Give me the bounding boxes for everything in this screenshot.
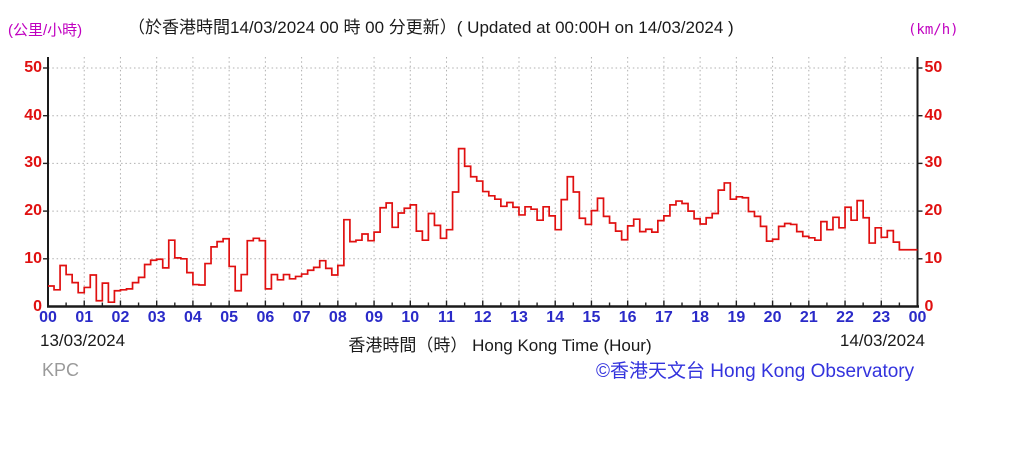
x-axis-title: 香港時間（時） Hong Kong Time (Hour)	[348, 336, 652, 355]
date-label-end: 14/03/2024	[839, 331, 925, 350]
station-code: KPC	[42, 360, 80, 380]
copyright-notice: ©香港天文台 Hong Kong Observatory	[596, 361, 915, 382]
date-label-start: 13/03/2024	[40, 331, 126, 350]
y-unit-label-right: (km/h)	[908, 22, 959, 38]
y-unit-label-left: (公里/小時)	[8, 22, 83, 39]
update-time-title: （於香港時間14/03/2024 00 時 00 分更新）( Updated a…	[128, 18, 734, 37]
wind-speed-line	[48, 147, 918, 304]
